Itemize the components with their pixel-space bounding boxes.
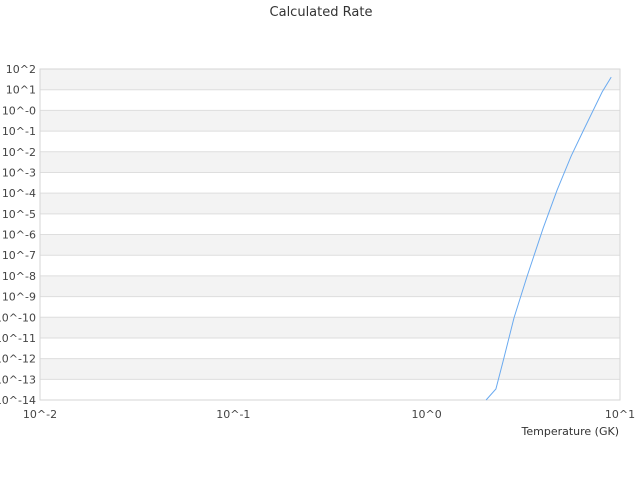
plot-band <box>40 255 620 276</box>
plot-band <box>40 275 620 297</box>
x-tick-label: 10^1 <box>605 408 635 421</box>
plot-band <box>40 337 620 359</box>
y-tick-label: 10^2 <box>6 63 36 76</box>
plot-band <box>40 151 620 173</box>
plot-band <box>40 296 620 318</box>
x-tick-label: 10^0 <box>412 408 442 421</box>
plot-band <box>40 110 620 132</box>
chart-title: Calculated Rate <box>270 5 373 20</box>
y-tick-label: 10^-1 <box>2 125 36 138</box>
x-axis-label: Temperature (GK) <box>521 425 620 438</box>
plot-band <box>40 213 620 235</box>
plot-band <box>40 358 620 380</box>
y-tick-label: 10^-0 <box>2 104 36 117</box>
plot-band <box>40 89 620 111</box>
x-tick-labels: 10^-2 10^-1 10^0 10^1 <box>23 408 635 421</box>
plot-band <box>40 172 620 194</box>
y-tick-label: 10^-4 <box>2 187 36 200</box>
y-tick-label: 10^1 <box>6 84 36 97</box>
plot-bands <box>40 69 620 400</box>
y-tick-label: 10^-14 <box>0 394 36 407</box>
y-tick-label: 10^-7 <box>2 249 36 262</box>
y-tick-label: 10^-5 <box>2 208 36 221</box>
plot-band <box>40 379 620 400</box>
plot-band <box>40 131 620 152</box>
x-tick-label: 10^-2 <box>23 408 57 421</box>
y-tick-label: 10^-11 <box>0 332 36 345</box>
y-tick-label: 10^-9 <box>2 291 36 304</box>
y-gridlines <box>40 89 620 380</box>
y-tick-label: 10^-12 <box>0 353 36 366</box>
plot-border <box>39 68 621 401</box>
plot-band <box>40 69 620 90</box>
y-tick-label: 10^-10 <box>0 311 36 324</box>
y-tick-label: 10^-2 <box>2 146 36 159</box>
y-tick-label: 10^-13 <box>0 373 36 386</box>
y-tick-label: 10^-6 <box>2 229 36 242</box>
x-tick-label: 10^-1 <box>216 408 250 421</box>
plot-band <box>40 193 620 214</box>
y-tick-label: 10^-8 <box>2 270 36 283</box>
series-line <box>485 76 612 401</box>
plot-band <box>40 234 620 256</box>
y-tick-labels: 10^2 10^1 10^-0 10^-1 10^-2 10^-3 10^-4 10^-5 10… <box>0 63 36 407</box>
y-tick-label: 10^-3 <box>2 166 36 179</box>
plot-band <box>40 317 620 338</box>
